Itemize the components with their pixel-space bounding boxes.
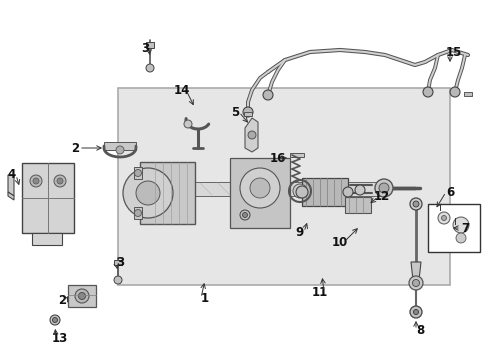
Bar <box>32 233 62 245</box>
Text: 15: 15 <box>445 45 461 58</box>
Circle shape <box>412 201 418 207</box>
Bar <box>134 207 142 219</box>
Circle shape <box>75 289 89 303</box>
Circle shape <box>116 146 124 154</box>
Circle shape <box>292 184 306 198</box>
Circle shape <box>33 178 39 184</box>
Bar <box>345 197 370 213</box>
Bar <box>427 204 479 252</box>
Text: 7: 7 <box>460 221 468 234</box>
Circle shape <box>441 216 446 220</box>
Circle shape <box>437 212 449 224</box>
Circle shape <box>136 181 160 205</box>
Bar <box>134 167 142 179</box>
Text: 10: 10 <box>331 235 347 248</box>
Bar <box>118 88 449 285</box>
Bar <box>195 182 379 196</box>
Circle shape <box>134 170 141 176</box>
Circle shape <box>249 178 269 198</box>
Polygon shape <box>8 175 14 196</box>
Circle shape <box>408 276 422 290</box>
Polygon shape <box>410 262 420 280</box>
Text: 13: 13 <box>52 332 68 345</box>
Circle shape <box>240 210 249 220</box>
Circle shape <box>57 178 63 184</box>
Text: 3: 3 <box>116 256 124 270</box>
Text: 3: 3 <box>141 41 149 54</box>
Circle shape <box>413 310 418 315</box>
Circle shape <box>183 120 192 128</box>
Text: 8: 8 <box>415 324 423 337</box>
Circle shape <box>412 279 419 287</box>
Circle shape <box>455 233 465 243</box>
Circle shape <box>242 212 247 217</box>
Polygon shape <box>8 192 14 200</box>
Bar <box>302 178 347 206</box>
Circle shape <box>452 217 468 233</box>
Text: 9: 9 <box>295 225 304 238</box>
Circle shape <box>342 187 352 197</box>
Circle shape <box>243 107 252 117</box>
Text: 2: 2 <box>58 293 66 306</box>
Circle shape <box>146 64 154 72</box>
Circle shape <box>422 87 432 97</box>
Bar <box>244 112 251 116</box>
Bar <box>146 42 154 48</box>
Circle shape <box>449 87 459 97</box>
Circle shape <box>263 90 272 100</box>
Circle shape <box>52 318 58 323</box>
Text: 2: 2 <box>71 141 79 154</box>
Bar <box>140 162 195 224</box>
Circle shape <box>378 183 388 193</box>
Circle shape <box>374 179 392 197</box>
Polygon shape <box>244 118 258 152</box>
Circle shape <box>409 306 421 318</box>
Text: 5: 5 <box>230 105 239 118</box>
Bar <box>68 285 96 307</box>
Bar <box>114 260 122 265</box>
Circle shape <box>295 186 307 198</box>
Circle shape <box>247 131 256 139</box>
Bar <box>22 163 74 233</box>
Circle shape <box>240 168 280 208</box>
Text: 6: 6 <box>445 185 453 198</box>
Text: 12: 12 <box>373 190 389 203</box>
Text: 1: 1 <box>201 292 209 305</box>
Circle shape <box>409 198 421 210</box>
Circle shape <box>54 175 66 187</box>
Text: 16: 16 <box>269 152 285 165</box>
Circle shape <box>134 210 141 216</box>
Text: 11: 11 <box>311 285 327 298</box>
Circle shape <box>50 315 60 325</box>
Circle shape <box>30 175 42 187</box>
Circle shape <box>123 168 173 218</box>
Bar <box>229 158 289 228</box>
Bar <box>463 92 471 96</box>
Text: 4: 4 <box>8 168 16 181</box>
Bar <box>104 142 136 150</box>
Circle shape <box>79 292 85 300</box>
Circle shape <box>114 276 122 284</box>
Circle shape <box>354 185 364 195</box>
Bar <box>289 153 304 157</box>
Text: 14: 14 <box>173 84 190 96</box>
